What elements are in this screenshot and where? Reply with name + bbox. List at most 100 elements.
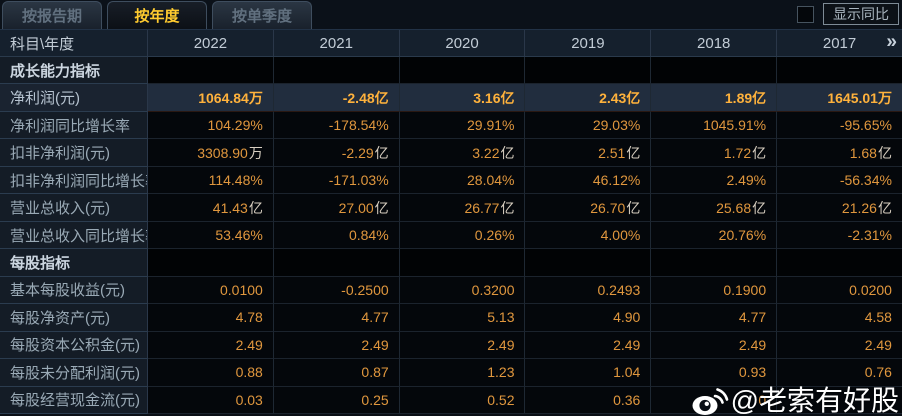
row-label: 净利润(元): [0, 84, 148, 112]
value-cell: 4.78: [148, 304, 274, 332]
period-tabbar: 按报告期 按年度 按单季度 显示同比: [0, 0, 902, 29]
value-cell: [273, 249, 400, 277]
value-cell: -178.54%: [273, 111, 400, 140]
value-cell: 2.49: [525, 331, 652, 360]
row-label: 扣非净利润(元): [0, 139, 148, 167]
value-cell: 3.16亿: [399, 84, 526, 112]
table-row[interactable]: 每股未分配利润(元) 0.88 0.87 1.23 1.04 0.93 0.76: [0, 359, 902, 387]
value-cell: [525, 249, 652, 277]
value-cell: 29.91%: [399, 111, 526, 140]
value-cell: 0.0200: [777, 276, 902, 305]
value-cell: 26.77 亿: [399, 194, 526, 222]
show-yoy-checkbox[interactable]: [797, 5, 814, 23]
value-cell: 0.26%: [399, 221, 526, 250]
row-label: 每股净资产(元): [0, 304, 148, 332]
value-cell: 1.04: [525, 359, 652, 387]
show-yoy-label[interactable]: 显示同比: [823, 3, 899, 25]
year-header-2018: 2018: [651, 30, 778, 56]
value-cell: 20.76%: [651, 221, 778, 250]
value-cell: 25.68 亿: [651, 194, 778, 222]
row-label: 净利润同比增长率: [0, 111, 148, 140]
value-cell: [651, 249, 778, 277]
value-cell: 2.49: [777, 331, 902, 360]
table-row[interactable]: 扣非净利润(元) 3308.90 万 -2.29 亿 3.22 亿 2.51 亿 1.72 亿 1.…: [0, 139, 902, 167]
year-header-2019: 2019: [525, 30, 652, 56]
row-label: 营业总收入(元): [0, 194, 148, 222]
value-cell: [399, 249, 526, 277]
value-cell: -56.34%: [777, 166, 902, 195]
year-header-2021: 2021: [274, 30, 400, 56]
year-header-2017: 2017 »: [777, 30, 902, 56]
value-cell: 27.00 亿: [273, 194, 400, 222]
table-row[interactable]: 净利润同比增长率 104.29% -178.54% 29.91% 29.03% 1045…: [0, 111, 902, 140]
value-cell: [651, 57, 778, 85]
row-label: 成长能力指标: [0, 57, 148, 85]
table-header-row: 科目\年度 2022 2021 2020 2019 2018 2017 »: [0, 29, 902, 57]
value-cell: 0.25: [273, 386, 400, 415]
value-cell: -2.48亿: [273, 84, 400, 112]
value-cell: 0.2493: [525, 276, 652, 305]
value-cell: 53.46%: [148, 221, 274, 250]
value-cell: [399, 57, 526, 85]
value-cell: 46.12%: [525, 166, 652, 195]
row-label: 每股资本公积金(元): [0, 331, 148, 360]
row-label: 每股经营现金流(元): [0, 386, 148, 415]
value-cell: 0.36: [525, 386, 652, 415]
value-cell: 0.1900: [651, 276, 778, 305]
value-cell: 0.52: [399, 386, 526, 415]
table-row[interactable]: 每股资本公积金(元) 2.49 2.49 2.49 2.49 2.49 2.49: [0, 331, 902, 360]
table-rows: 成长能力指标 净利润(元) 1064.84万 -2.48亿 3.16亿 2.43亿 1.…: [0, 57, 902, 415]
row-label: 每股未分配利润(元): [0, 359, 148, 387]
table-row[interactable]: 每股指标: [0, 249, 902, 277]
value-cell: 2.51 亿: [525, 139, 652, 167]
value-cell: 0.3200: [399, 276, 526, 305]
value-cell: 4.77: [651, 304, 778, 332]
tab-by-single-quarter[interactable]: 按单季度: [212, 1, 312, 29]
value-cell: 2.49: [399, 331, 526, 360]
table-row[interactable]: 营业总收入同比增长率 53.46% 0.84% 0.26% 4.00% 20.76% -2…: [0, 221, 902, 250]
tab-by-report-period[interactable]: 按报告期: [2, 1, 102, 29]
value-cell: 4.77: [273, 304, 400, 332]
tab-by-year[interactable]: 按年度: [107, 1, 207, 29]
value-cell: 1645.01万: [777, 84, 902, 112]
value-cell: 0: [651, 386, 778, 415]
row-label: 营业总收入同比增长率: [0, 221, 148, 250]
row-label: 基本每股收益(元): [0, 276, 148, 305]
value-cell: 26.70 亿: [525, 194, 652, 222]
year-header-2022: 2022: [148, 30, 274, 56]
value-cell: 29.03%: [525, 111, 652, 140]
table-row[interactable]: 净利润(元) 1064.84万 -2.48亿 3.16亿 2.43亿 1.89亿 1645…: [0, 84, 902, 112]
value-cell: 1.68 亿: [777, 139, 902, 167]
table-row[interactable]: 营业总收入(元) 41.43 亿 27.00 亿 26.77 亿 26.70 亿 25.68 亿 2…: [0, 194, 902, 222]
value-cell: 1.23: [399, 359, 526, 387]
yoy-controls: 显示同比: [797, 3, 899, 25]
value-cell: -2.31%: [777, 221, 902, 250]
value-cell: 4.00%: [525, 221, 652, 250]
value-cell: 1.72 亿: [651, 139, 778, 167]
table-row[interactable]: 扣非净利润同比增长率 114.48% -171.03% 28.04% 46.12% 2.…: [0, 166, 902, 195]
value-cell: 1.89亿: [651, 84, 778, 112]
value-cell: [777, 386, 902, 415]
value-cell: [273, 57, 400, 85]
value-cell: 1064.84万: [148, 84, 274, 112]
value-cell: 21.26 亿: [777, 194, 902, 222]
value-cell: 2.49: [651, 331, 778, 360]
value-cell: [777, 57, 902, 85]
value-cell: 104.29%: [148, 111, 274, 140]
value-cell: 3.22 亿: [399, 139, 526, 167]
value-cell: 0.87: [273, 359, 400, 387]
value-cell: 2.49%: [651, 166, 778, 195]
value-cell: 2.49: [273, 331, 400, 360]
table-row[interactable]: 基本每股收益(元) 0.0100 -0.2500 0.3200 0.2493 0.190…: [0, 276, 902, 305]
table-row[interactable]: 每股经营现金流(元) 0.03 0.25 0.52 0.36 0: [0, 386, 902, 415]
value-cell: 41.43 亿: [148, 194, 274, 222]
table-row[interactable]: 成长能力指标: [0, 57, 902, 85]
more-years-icon[interactable]: »: [886, 31, 897, 53]
value-cell: 2.43亿: [525, 84, 652, 112]
year-header-2020: 2020: [400, 30, 526, 56]
value-cell: 3308.90 万: [148, 139, 274, 167]
value-cell: -171.03%: [273, 166, 400, 195]
value-cell: 0.88: [148, 359, 274, 387]
table-row[interactable]: 每股净资产(元) 4.78 4.77 5.13 4.90 4.77 4.58: [0, 304, 902, 332]
